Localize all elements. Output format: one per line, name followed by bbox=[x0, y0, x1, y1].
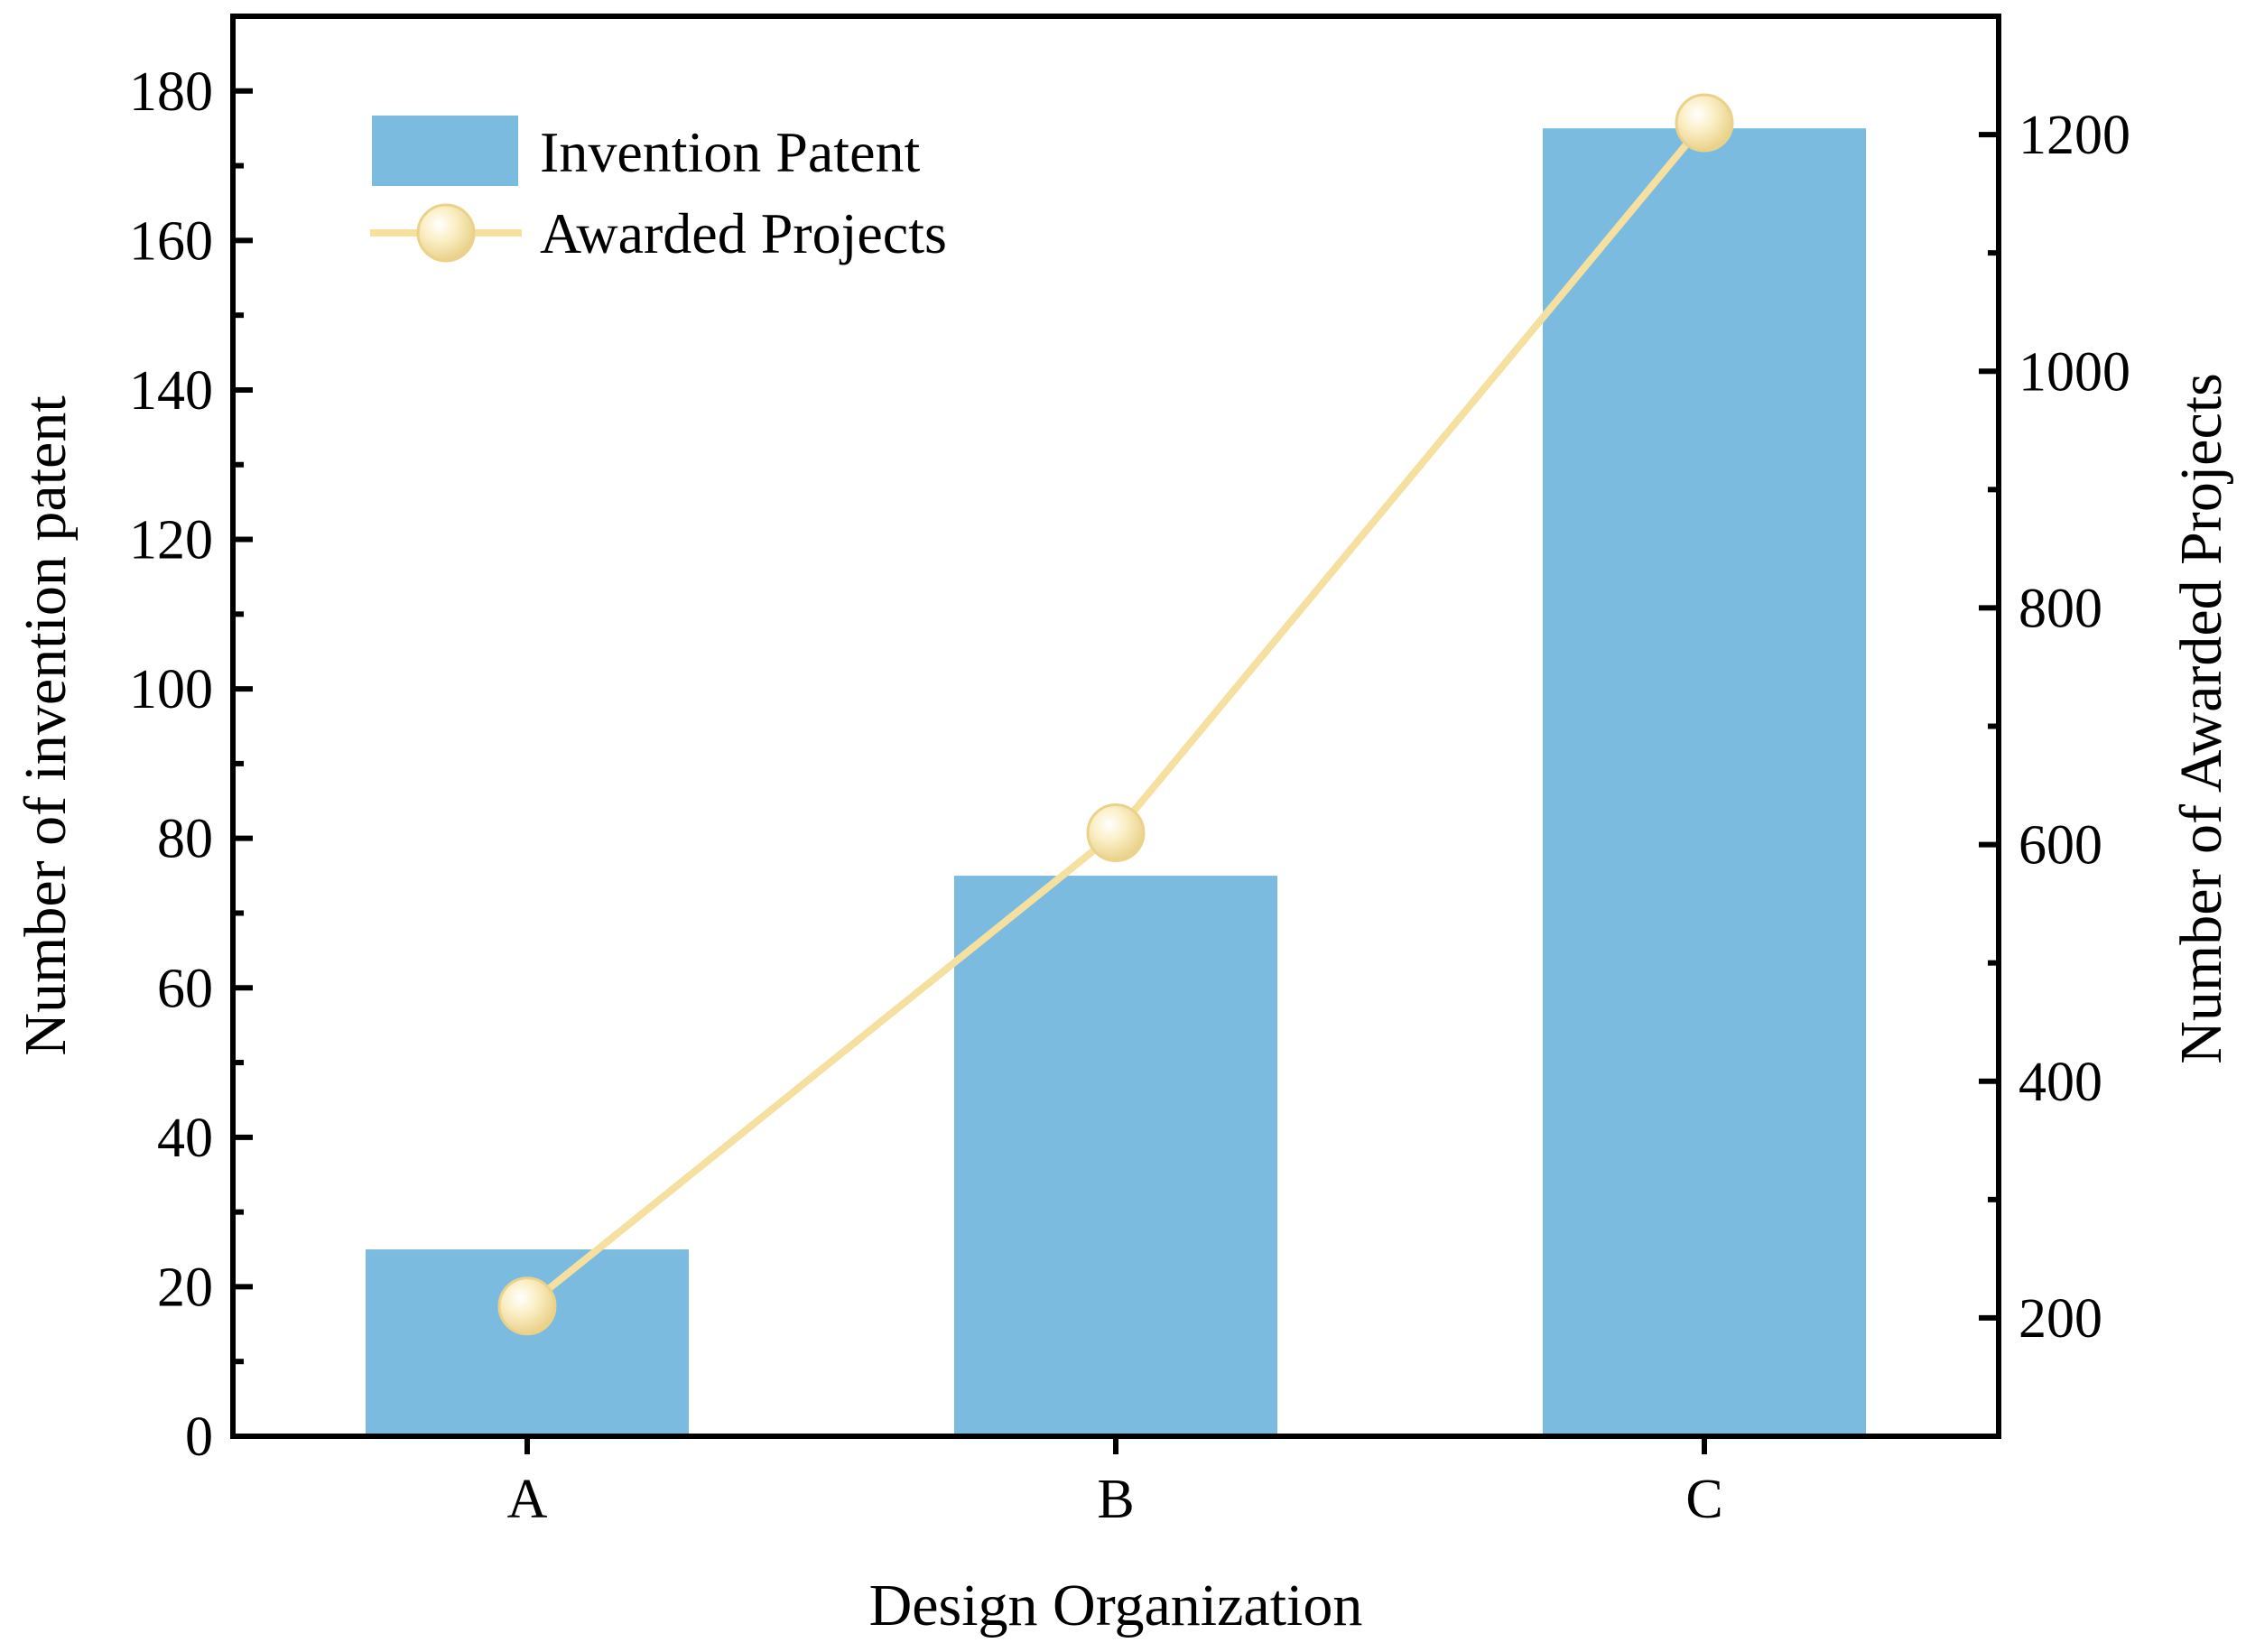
x-axis-label: Design Organization bbox=[869, 1573, 1363, 1638]
right-tick-label: 1200 bbox=[2019, 105, 2130, 166]
x-tick-label-c: C bbox=[1685, 1469, 1722, 1530]
left-tick-label: 140 bbox=[129, 360, 213, 422]
left-y-axis: 0 20 40 60 80 100 120 140 160 180 bbox=[129, 61, 253, 1468]
left-tick-label: 80 bbox=[157, 809, 213, 870]
legend-marker-awarded-projects bbox=[416, 203, 476, 263]
point-awarded-projects-b bbox=[1086, 803, 1146, 862]
left-tick-label: 100 bbox=[129, 659, 213, 720]
left-tick-label: 20 bbox=[157, 1257, 213, 1318]
right-y-axis-label: Number of Awarded Projects bbox=[2168, 373, 2234, 1064]
point-awarded-projects-a bbox=[497, 1276, 557, 1336]
legend-label-awarded-projects: Awarded Projects bbox=[540, 201, 947, 265]
point-awarded-projects-c bbox=[1675, 93, 1734, 153]
bar-b bbox=[954, 876, 1277, 1436]
left-tick-label: 120 bbox=[129, 510, 213, 571]
legend-label-invention-patent: Invention Patent bbox=[540, 120, 920, 184]
right-tick-label: 800 bbox=[2019, 578, 2102, 639]
right-tick-label: 400 bbox=[2019, 1052, 2102, 1113]
right-tick-label: 200 bbox=[2019, 1288, 2102, 1350]
line-layer bbox=[497, 93, 1734, 1336]
left-tick-label: 160 bbox=[129, 210, 213, 272]
bar-c bbox=[1543, 128, 1866, 1436]
x-tick-label-a: A bbox=[507, 1469, 548, 1530]
left-tick-label: 60 bbox=[157, 958, 213, 1019]
left-tick-label: 40 bbox=[157, 1108, 213, 1169]
left-tick-label: 180 bbox=[129, 61, 213, 123]
x-tick-label-b: B bbox=[1097, 1469, 1134, 1530]
x-axis: A B C bbox=[507, 1436, 1723, 1530]
right-tick-label: 600 bbox=[2019, 815, 2102, 877]
legend-swatch-invention-patent bbox=[372, 116, 518, 186]
right-y-axis: 200 400 600 800 1000 1200 bbox=[1979, 105, 2130, 1350]
right-tick-label: 1000 bbox=[2019, 341, 2130, 403]
left-y-axis-label: Number of invention patent bbox=[13, 395, 79, 1055]
bars-layer bbox=[366, 128, 1866, 1436]
legend: Invention Patent Awarded Projects bbox=[370, 116, 947, 265]
left-tick-label: 0 bbox=[185, 1406, 213, 1468]
